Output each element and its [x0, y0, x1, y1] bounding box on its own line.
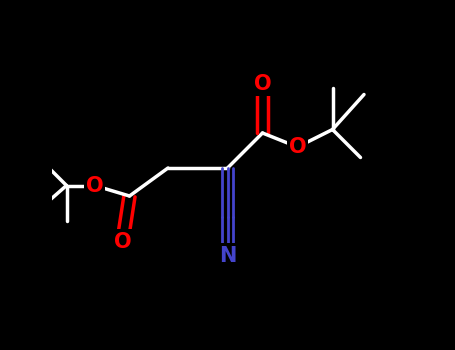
Text: O: O [288, 137, 306, 157]
Text: O: O [86, 175, 103, 196]
Text: N: N [219, 245, 236, 266]
Text: O: O [254, 74, 271, 94]
Text: O: O [114, 231, 131, 252]
